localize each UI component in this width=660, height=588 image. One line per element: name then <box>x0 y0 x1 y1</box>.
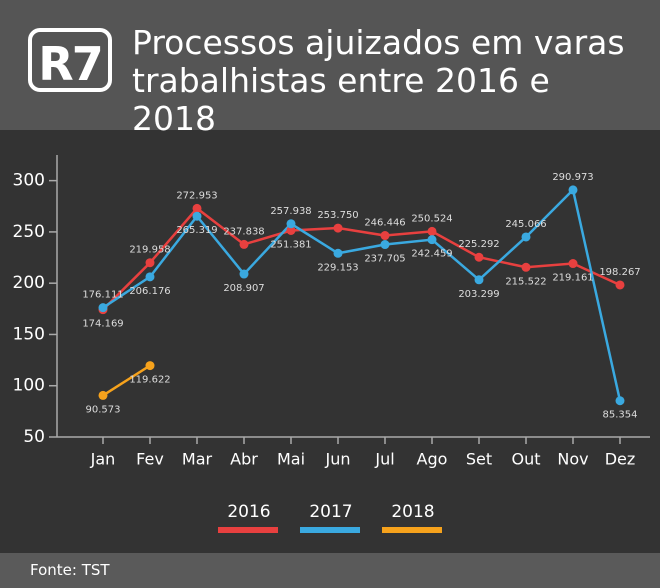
chart: 50 100 150 200 250 300 Jan Fev Mar Abr Mai Jun Jul Ag… <box>13 155 650 533</box>
point <box>568 259 578 269</box>
point <box>98 390 108 400</box>
point <box>145 361 155 371</box>
series-line <box>102 187 622 402</box>
point <box>427 226 437 236</box>
x-tick-label: Nov <box>557 450 588 469</box>
point <box>427 235 437 245</box>
data-label: 229.153 <box>317 262 358 273</box>
data-label: 250.524 <box>411 213 452 224</box>
legend-swatch <box>300 527 360 533</box>
y-tick-label: 200 <box>13 273 45 293</box>
data-label: 176.111 <box>82 290 123 301</box>
x-tick-label: Fev <box>136 450 164 469</box>
x-tick-label: Jan <box>90 450 116 469</box>
data-label: 198.267 <box>599 267 640 278</box>
point <box>145 258 155 268</box>
point <box>192 211 202 221</box>
point <box>145 272 155 282</box>
x-tick-label: Jun <box>325 450 351 469</box>
data-label: 85.354 <box>603 410 638 421</box>
point <box>380 231 390 241</box>
point <box>286 225 296 235</box>
data-label: 257.938 <box>270 206 311 217</box>
series-line <box>102 364 151 397</box>
x-tick-label: Set <box>466 450 492 469</box>
data-label: 290.973 <box>552 172 593 183</box>
legend-label: 2017 <box>309 502 352 522</box>
data-label: 272.953 <box>176 190 217 201</box>
x-tick-label: Ago <box>417 450 448 469</box>
y-tick-label: 50 <box>23 427 45 447</box>
y-tick-label: 150 <box>13 324 45 344</box>
point <box>333 248 343 258</box>
legend-label: 2016 <box>227 502 270 522</box>
point <box>474 275 484 285</box>
data-label: 253.750 <box>317 210 358 221</box>
data-label: 206.176 <box>129 286 170 297</box>
point <box>239 239 249 249</box>
data-label: 208.907 <box>223 283 264 294</box>
data-label: 219.958 <box>129 245 170 256</box>
point <box>521 232 531 242</box>
data-label: 246.446 <box>364 218 405 229</box>
data-label: 90.573 <box>86 404 121 415</box>
x-tick-label: Jul <box>374 450 394 469</box>
data-label: 225.292 <box>458 239 499 250</box>
legend-label: 2018 <box>391 502 434 522</box>
footer: Fonte: TST <box>0 553 660 588</box>
point <box>568 185 578 195</box>
data-label: 237.705 <box>364 254 405 265</box>
x-tick-label: Mar <box>182 450 213 469</box>
x-tick-label: Dez <box>605 450 636 469</box>
point <box>333 223 343 233</box>
point <box>286 219 296 229</box>
data-label: 219.161 <box>552 273 593 284</box>
data-label: 174.169 <box>82 319 123 330</box>
point <box>615 280 625 290</box>
x-tick-label: Out <box>511 450 540 469</box>
data-label: 119.622 <box>129 375 170 386</box>
data-label: 265.319 <box>176 225 217 236</box>
y-tick-label: 250 <box>13 222 45 242</box>
data-label: 237.838 <box>223 226 264 237</box>
y-tick-label: 100 <box>13 376 45 396</box>
data-label: 245.066 <box>505 219 546 230</box>
x-tick-label: Mai <box>277 450 305 469</box>
header: R7 Processos ajuizados em varas trabalhi… <box>0 0 660 138</box>
point <box>521 262 531 272</box>
x-tick-label: Abr <box>230 450 258 469</box>
data-label: 251.381 <box>270 239 311 250</box>
data-label: 203.299 <box>458 289 499 300</box>
y-tick-label: 300 <box>13 171 45 191</box>
point <box>615 396 625 406</box>
point <box>239 269 249 279</box>
logo: R7 <box>28 28 112 92</box>
point <box>98 303 108 313</box>
point <box>380 240 390 250</box>
data-label: 215.522 <box>505 276 546 287</box>
point <box>192 203 202 213</box>
series-line <box>102 206 621 311</box>
data-label: 242.459 <box>411 249 452 260</box>
legend-swatch <box>218 527 278 533</box>
source: Fonte: TST <box>30 561 110 579</box>
legend-swatch <box>382 527 442 533</box>
chart-title: Processos ajuizados em varas trabalhista… <box>132 23 625 138</box>
point <box>474 252 484 262</box>
